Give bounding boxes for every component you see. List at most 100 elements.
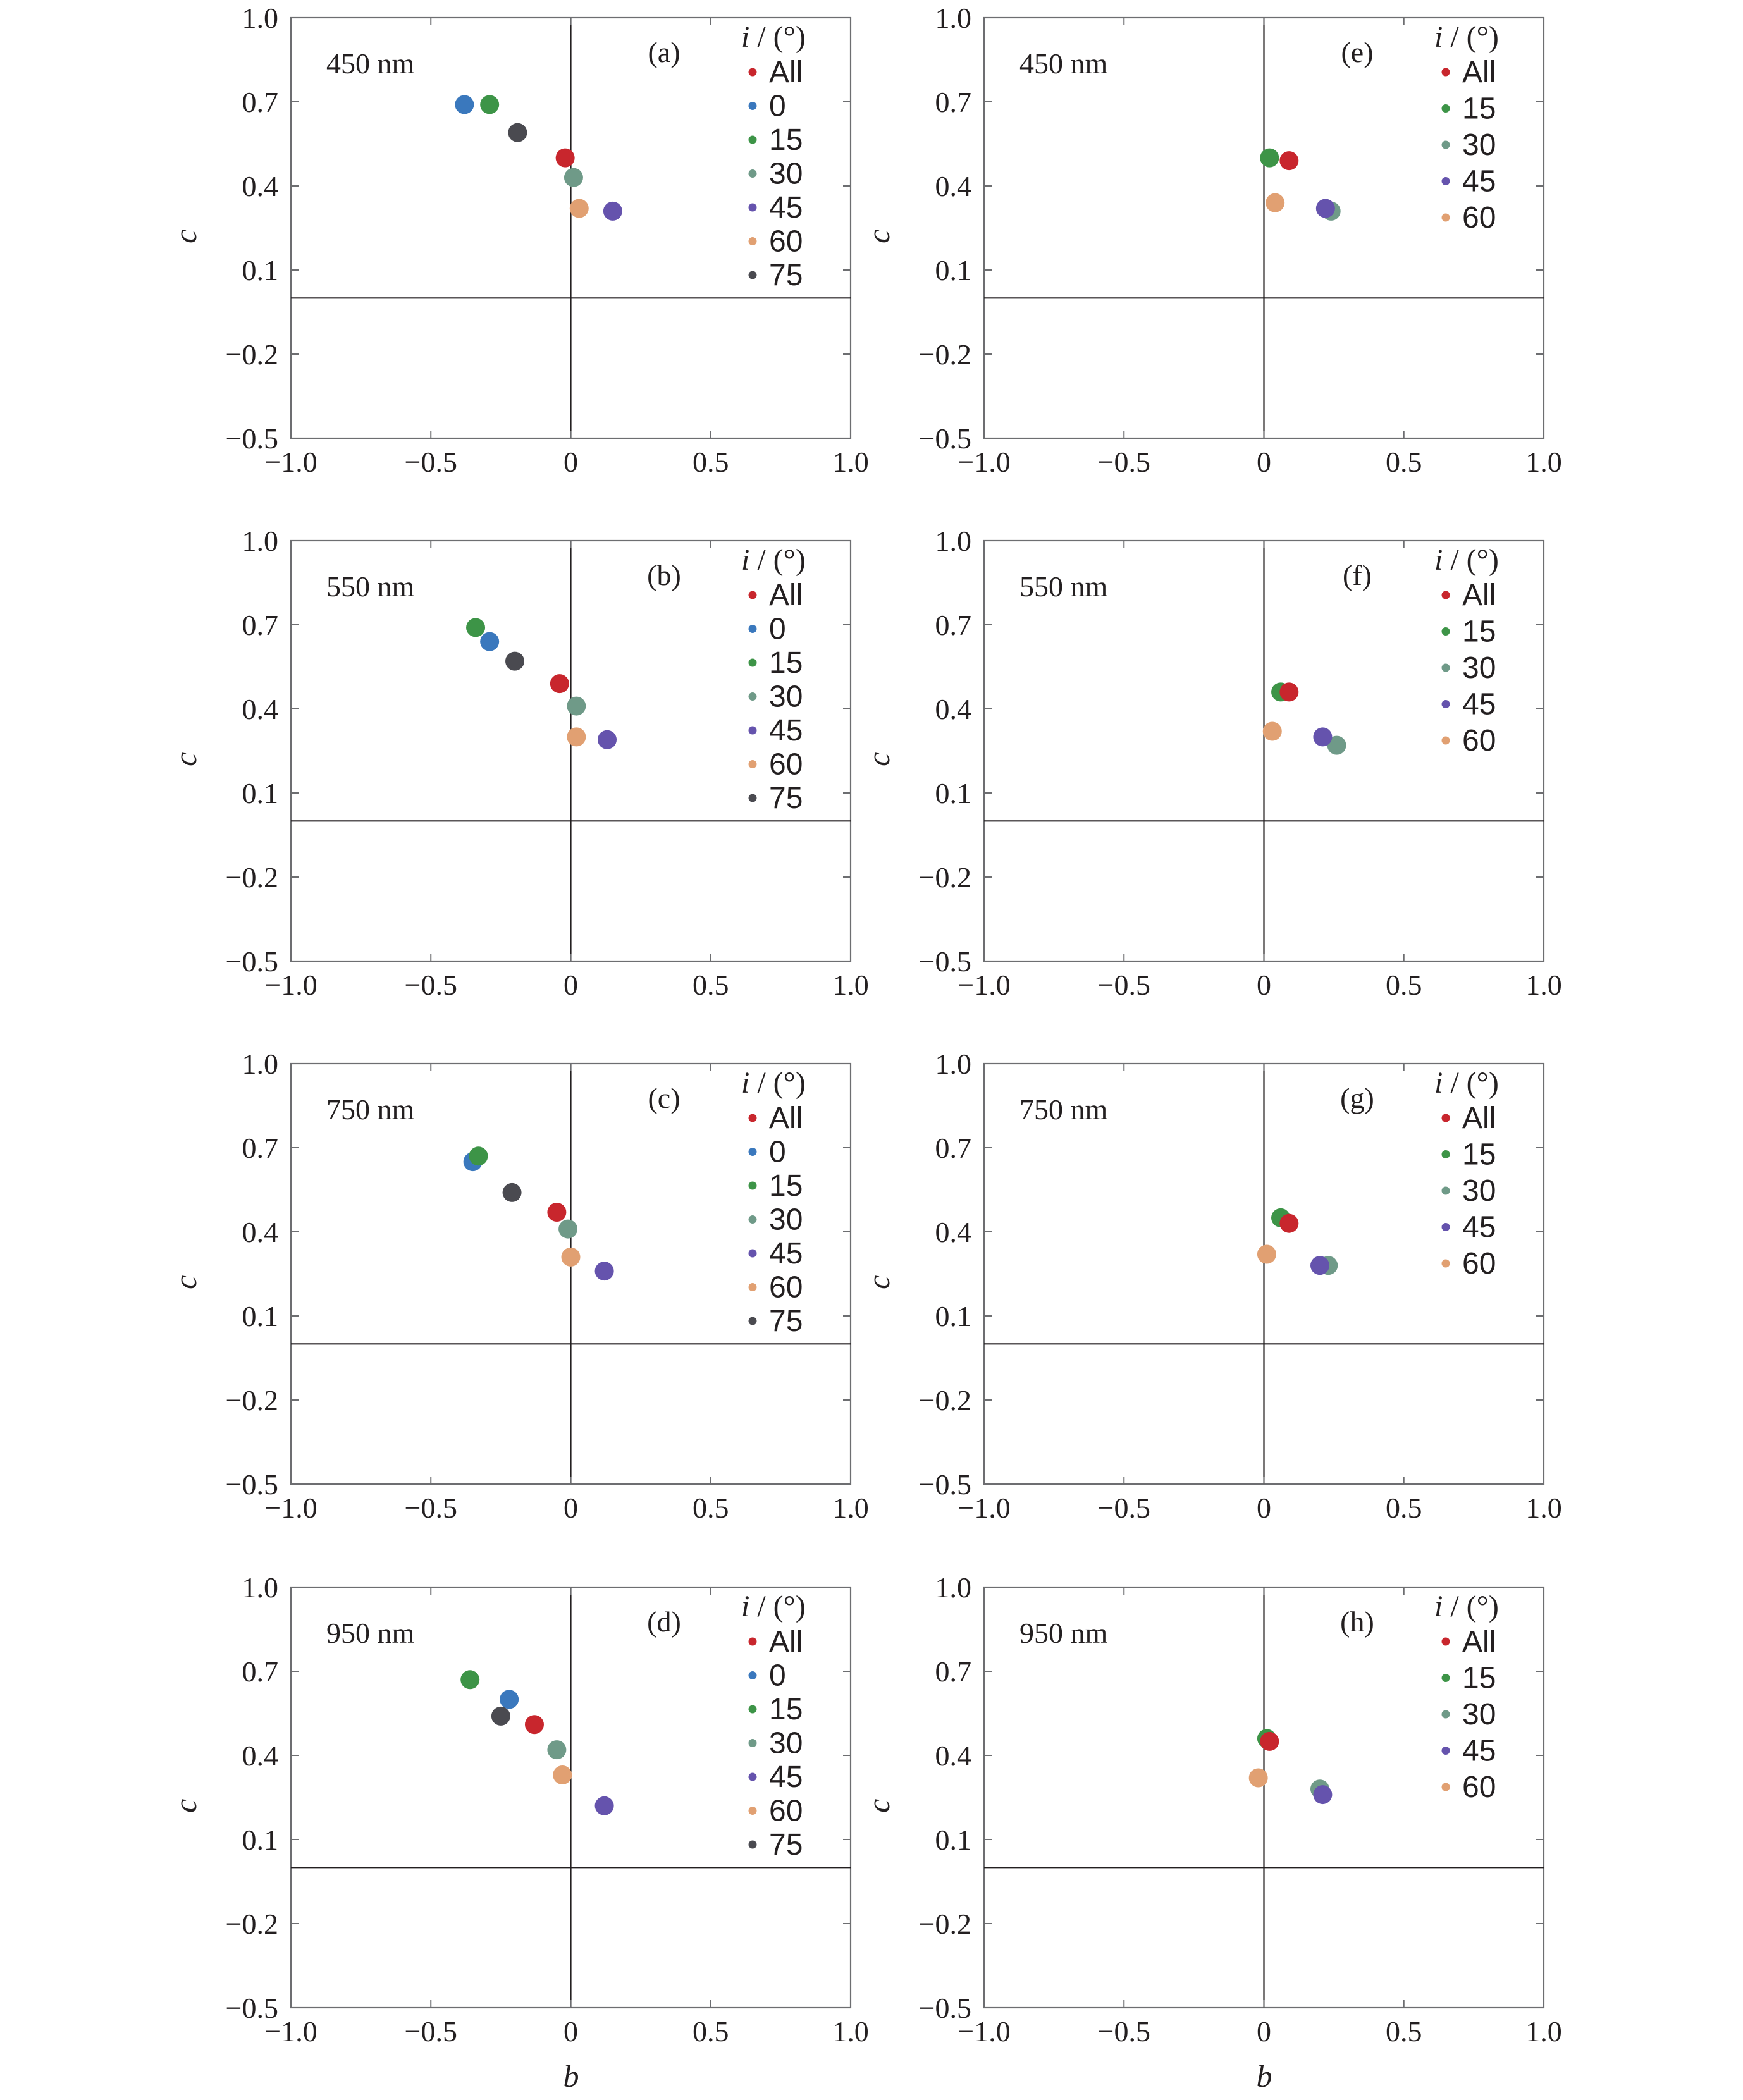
y-tick-label: 1.0: [242, 2, 279, 34]
legend-label: 0: [769, 1136, 786, 1169]
y-tick-label: −0.2: [919, 338, 971, 371]
data-point-all: [524, 1715, 544, 1735]
x-tick-label: 0: [564, 446, 578, 478]
x-tick-label: −1.0: [264, 446, 317, 478]
legend-label: 0: [769, 90, 786, 123]
legend-entry-30: 30: [748, 157, 803, 191]
data-point-all: [1279, 682, 1299, 702]
x-tick-label: 1.0: [1525, 2015, 1562, 2048]
wavelength-label: 950 nm: [1019, 1617, 1108, 1649]
legend-label: 45: [769, 1237, 803, 1270]
y-tick-label: 1.0: [935, 1571, 972, 1604]
panel-label: (d): [647, 1606, 681, 1638]
x-tick-label: 0: [1257, 2015, 1271, 2048]
legend-entry-15: 15: [748, 646, 803, 680]
x-tick-label: 0.5: [1386, 2015, 1422, 2048]
data-point-30: [567, 696, 586, 716]
x-tick-label: 0.5: [693, 446, 729, 478]
legend-entry-15: 15: [1441, 1662, 1496, 1695]
panels-group: −1.0 −0.5 0 0.5 1.01.00.70.40.1−0.2−0.5c450 …: [168, 2, 1562, 2048]
y-tick-label: 0.7: [242, 1132, 279, 1164]
legend-marker-45: [1441, 700, 1450, 708]
legend-entry-15: 15: [1441, 615, 1496, 649]
legend-entry-all: All: [748, 1102, 803, 1135]
x-tick-label: −1.0: [958, 2015, 1010, 2048]
legend-label: All: [769, 56, 803, 89]
x-tick-label: 0: [564, 2015, 578, 2048]
y-tick-label: −0.5: [919, 945, 971, 978]
x-tick-label: −0.5: [1098, 2015, 1150, 2048]
data-point-60: [553, 1765, 572, 1785]
legend-entry-all: All: [1441, 579, 1496, 612]
legend-entry-all: All: [748, 1625, 803, 1659]
data-point-all: [550, 674, 569, 694]
legend-marker-60: [1441, 736, 1450, 745]
y-tick-label: −0.5: [226, 1468, 278, 1501]
legend-entry-all: All: [1441, 56, 1496, 89]
legend-title: i / (°): [741, 1066, 806, 1100]
x-axis-title-right: b: [1257, 2058, 1272, 2094]
y-tick-label: −0.5: [919, 1992, 971, 2024]
x-tick-label: 0.5: [693, 2015, 729, 2048]
legend-entry-60: 60: [1441, 201, 1496, 235]
y-tick-label: 1.0: [935, 525, 972, 557]
legend-label: 60: [1462, 1247, 1496, 1280]
x-tick-label: 1.0: [832, 2015, 869, 2048]
legend-label: 60: [769, 1271, 803, 1305]
x-tick-label: −1.0: [264, 1492, 317, 1524]
data-point-45: [1313, 727, 1333, 747]
data-point-30: [564, 168, 583, 187]
legend-entry-30: 30: [1441, 1174, 1496, 1208]
y-tick-label: −0.5: [919, 1468, 971, 1501]
legend-marker-0: [748, 1148, 757, 1156]
x-tick-label: 0: [564, 1492, 578, 1524]
y-axis-title: c: [168, 230, 203, 243]
legend-label: 45: [769, 1760, 803, 1794]
legend-entry-15: 15: [748, 1169, 803, 1203]
legend-label: 45: [1462, 1211, 1496, 1244]
x-tick-label: −1.0: [264, 969, 317, 1001]
panel-label: (a): [648, 36, 680, 68]
x-tick-label: 1.0: [832, 446, 869, 478]
y-tick-label: 0.1: [935, 777, 972, 809]
data-point-60: [1262, 721, 1282, 741]
legend-marker-45: [1441, 177, 1450, 185]
legend-marker-0: [748, 1671, 757, 1679]
legend-label: 45: [1462, 688, 1496, 721]
legend-entry-45: 45: [1441, 1211, 1496, 1244]
wavelength-label: 450 nm: [326, 47, 415, 80]
x-tick-label: 0.5: [1386, 1492, 1422, 1524]
y-tick-label: 0.1: [242, 1300, 279, 1332]
legend-marker-60: [1441, 1783, 1450, 1791]
legend-label: 0: [769, 1659, 786, 1693]
legend-entry-15: 15: [748, 1693, 803, 1726]
y-tick-label: 0.4: [242, 1216, 279, 1248]
x-tick-label: 1.0: [832, 969, 869, 1001]
data-point-all: [1279, 1213, 1299, 1233]
legend-marker-30: [1441, 1710, 1450, 1719]
legend-marker-15: [1441, 1150, 1450, 1158]
legend-entry-15: 15: [1441, 1138, 1496, 1172]
panel-a: −1.0 −0.5 0 0.5 1.01.00.70.40.1−0.2−0.5c450 …: [168, 2, 869, 478]
legend-entry-0: 0: [748, 613, 786, 646]
data-point-0: [455, 95, 474, 114]
x-axis-title-left: b: [564, 2058, 579, 2094]
y-tick-label: 0.7: [935, 1132, 972, 1164]
panel-h: −1.0 −0.5 0 0.5 1.01.00.70.40.1−0.2−0.5c950 …: [861, 1571, 1562, 2048]
legend-label: 45: [1462, 1735, 1496, 1768]
legend-entry-60: 60: [748, 225, 803, 259]
legend-entry-60: 60: [748, 1271, 803, 1305]
data-point-45: [598, 730, 617, 749]
legend-marker-60: [1441, 213, 1450, 222]
panel-g: −1.0 −0.5 0 0.5 1.01.00.70.40.1−0.2−0.5c750 …: [861, 1048, 1562, 1524]
legend-entry-75: 75: [748, 259, 803, 292]
legend-marker-15: [748, 135, 757, 144]
legend-entry-60: 60: [1441, 724, 1496, 758]
wavelength-label: 550 nm: [1019, 570, 1108, 603]
data-point-30: [547, 1740, 567, 1760]
panel-label: (g): [1340, 1082, 1374, 1114]
panel-b: −1.0 −0.5 0 0.5 1.01.00.70.40.1−0.2−0.5c550 …: [168, 525, 869, 1001]
panel-c: −1.0 −0.5 0 0.5 1.01.00.70.40.1−0.2−0.5c750 …: [168, 1048, 869, 1524]
legend-label: 30: [1462, 1698, 1496, 1731]
legend-entry-75: 75: [748, 1305, 803, 1338]
